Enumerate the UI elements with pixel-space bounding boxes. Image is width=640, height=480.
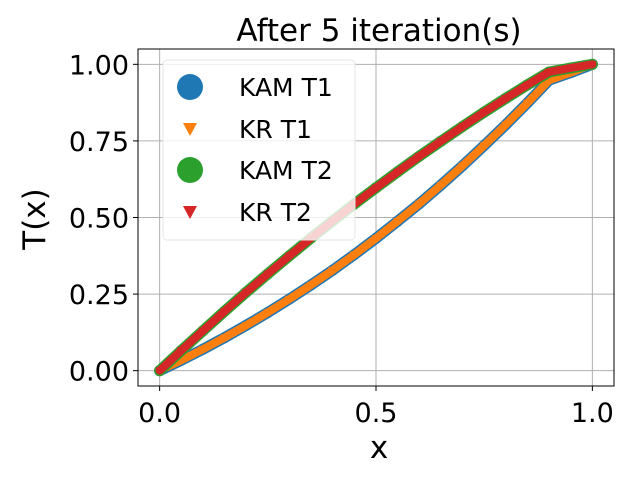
point-kr-t1: [393, 218, 403, 226]
y-axis-label: T(x): [17, 188, 53, 250]
point-kr-t2: [371, 184, 381, 193]
point-kr-t2: [284, 252, 294, 261]
point-kr-t1: [263, 309, 273, 317]
point-kr-t1: [501, 121, 511, 130]
legend-label-kr-t2: KR T2: [239, 198, 312, 227]
legend-marker-kr-t2: [183, 206, 197, 219]
y-tick-label: 0.25: [69, 280, 129, 311]
point-kr-t1: [371, 235, 381, 243]
point-kr-t1: [414, 200, 424, 209]
x-tick-label: 0.5: [355, 398, 398, 429]
point-kr-t1: [522, 99, 532, 108]
point-kr-t1: [306, 281, 316, 290]
point-kr-t2: [393, 168, 403, 177]
point-kr-t1: [349, 251, 359, 260]
point-kr-t2: [501, 95, 511, 103]
point-kr-t1: [479, 142, 489, 151]
point-kr-t1: [436, 181, 446, 190]
point-kr-t2: [544, 68, 554, 77]
y-tick-label: 0.75: [69, 127, 129, 158]
x-axis-label: x: [370, 430, 388, 466]
point-kr-t2: [479, 108, 489, 117]
legend-label-kr-t1: KR T1: [239, 115, 312, 144]
point-kr-t2: [176, 347, 186, 355]
point-kr-t1: [284, 295, 294, 304]
legend-box: [162, 59, 356, 241]
axis-ticks: 0.0 0.5 1.0 0.00 0.25 0.50 0.75 1.00: [69, 50, 614, 429]
point-kr-t2: [436, 138, 446, 146]
point-kr-t2: [263, 270, 273, 279]
legend-label-kam-t2: KAM T2: [239, 156, 333, 185]
point-kr-t2: [566, 64, 576, 73]
legend-label-kam-t1: KAM T1: [239, 73, 333, 102]
chart-title: After 5 iteration(s): [236, 13, 521, 49]
point-kr-t2: [458, 123, 468, 132]
point-kr-t2: [241, 289, 251, 297]
legend-marker-kam-t2: [177, 157, 203, 183]
series-kr-t2: [155, 60, 597, 376]
plot-series: [154, 58, 598, 377]
point-kr-t1: [328, 267, 338, 275]
point-kr-t2: [155, 367, 165, 376]
point-kr-t2: [587, 61, 597, 69]
point-kr-t2: [198, 327, 208, 336]
y-tick-label: 0.50: [69, 204, 129, 235]
point-kr-t1: [241, 322, 251, 330]
legend-marker-kr-t1: [183, 123, 197, 136]
point-kr-t2: [220, 308, 230, 316]
point-kr-t1: [458, 162, 468, 171]
x-tick-label: 1.0: [571, 398, 614, 429]
y-tick-label: 1.00: [69, 50, 129, 81]
y-tick-label: 0.00: [69, 357, 129, 388]
point-kr-t2: [414, 153, 424, 161]
legend-marker-kam-t1: [177, 74, 203, 100]
point-kr-t1: [198, 346, 208, 354]
point-kr-t2: [522, 81, 532, 90]
point-kr-t1: [220, 334, 230, 343]
x-tick-label: 0.0: [138, 398, 181, 429]
legend: KAM T1 KR T1 KAM T2 KR T2: [162, 59, 356, 241]
